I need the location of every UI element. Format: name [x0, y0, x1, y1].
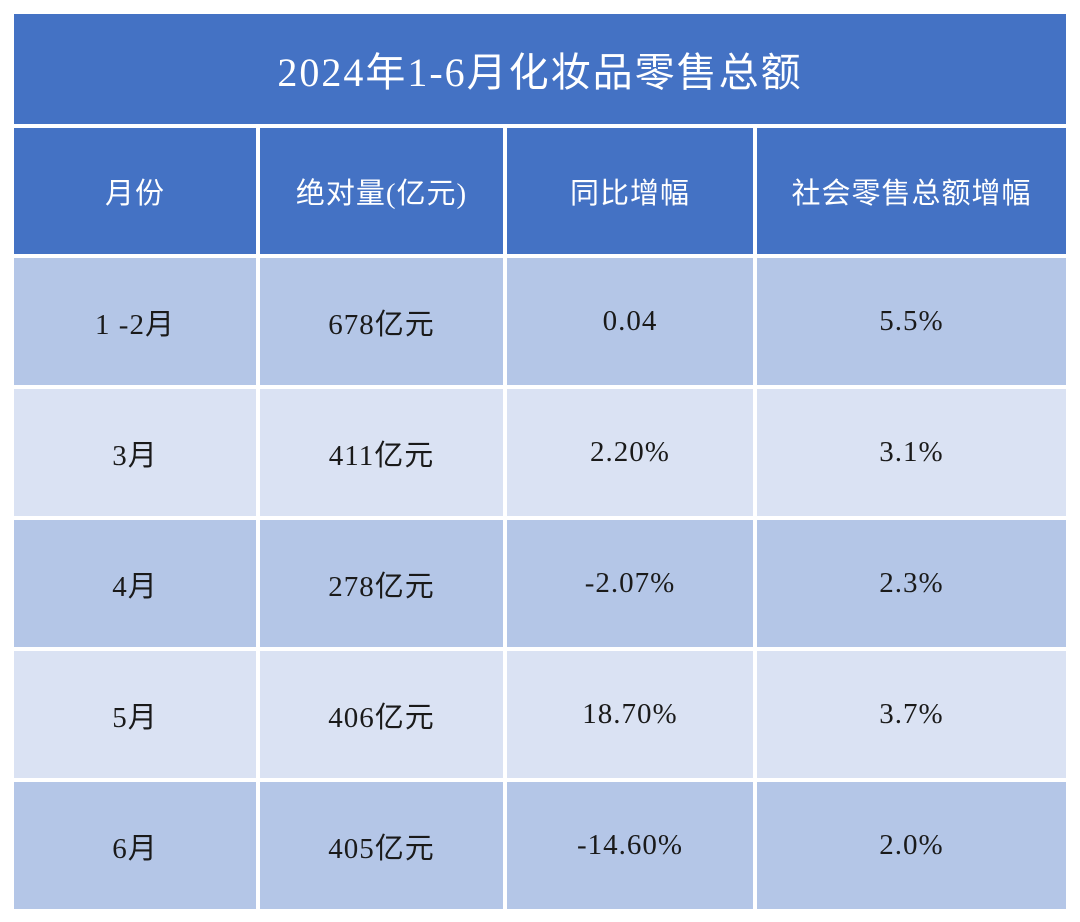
row4-absolute-amount: 406亿元 [260, 651, 503, 778]
cosmetics-retail-table: 2024年1-6月化妆品零售总额 月份 绝对量(亿元) 同比增幅 社会零售总额增… [14, 14, 1066, 909]
header-social-retail-growth: 社会零售总额增幅 [757, 128, 1066, 254]
row3-month: 4月 [14, 520, 256, 647]
table-title: 2024年1-6月化妆品零售总额 [14, 14, 1066, 124]
header-yoy-growth: 同比增幅 [507, 128, 753, 254]
row2-absolute-amount: 411亿元 [260, 389, 503, 516]
row1-social-retail-growth: 5.5% [757, 258, 1066, 385]
header-absolute-amount: 绝对量(亿元) [260, 128, 503, 254]
row1-yoy-growth: 0.04 [507, 258, 753, 385]
row4-month: 5月 [14, 651, 256, 778]
row4-yoy-growth: 18.70% [507, 651, 753, 778]
row2-month: 3月 [14, 389, 256, 516]
row5-month: 6月 [14, 782, 256, 909]
row5-yoy-growth: -14.60% [507, 782, 753, 909]
row1-month: 1 -2月 [14, 258, 256, 385]
row4-social-retail-growth: 3.7% [757, 651, 1066, 778]
header-month: 月份 [14, 128, 256, 254]
row2-yoy-growth: 2.20% [507, 389, 753, 516]
row5-absolute-amount: 405亿元 [260, 782, 503, 909]
row1-absolute-amount: 678亿元 [260, 258, 503, 385]
row5-social-retail-growth: 2.0% [757, 782, 1066, 909]
row3-social-retail-growth: 2.3% [757, 520, 1066, 647]
row2-social-retail-growth: 3.1% [757, 389, 1066, 516]
row3-absolute-amount: 278亿元 [260, 520, 503, 647]
row3-yoy-growth: -2.07% [507, 520, 753, 647]
